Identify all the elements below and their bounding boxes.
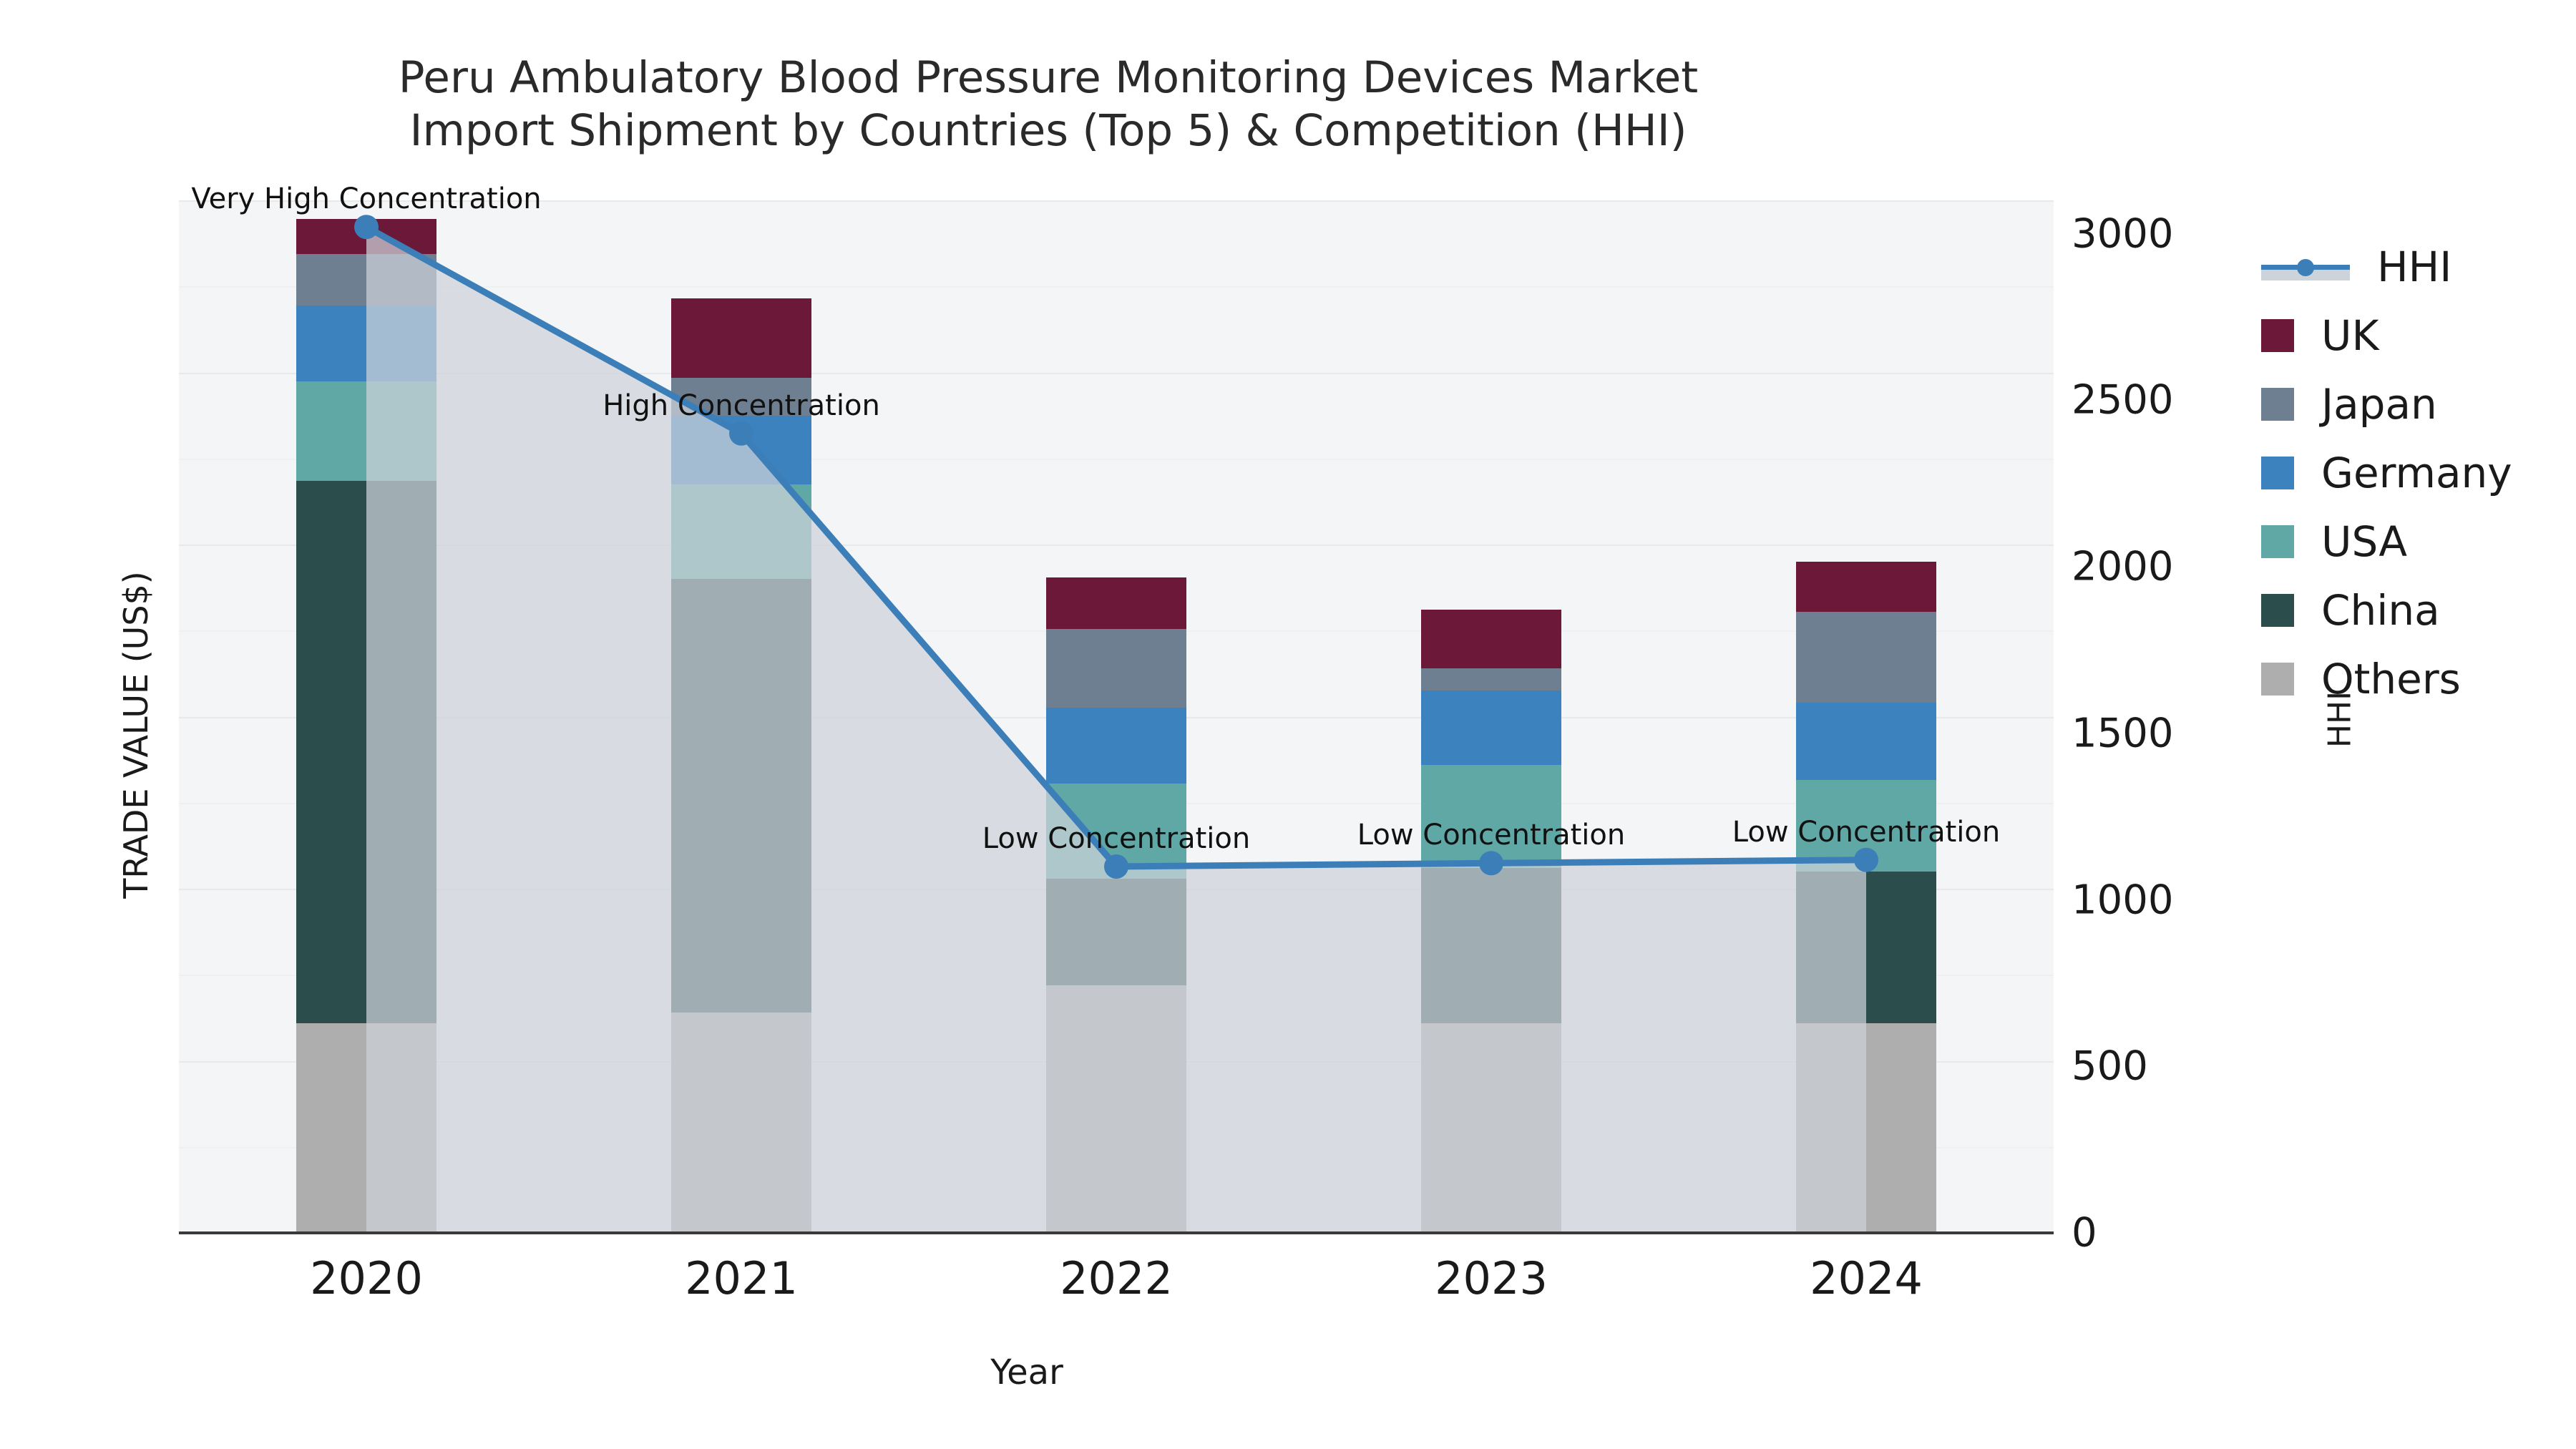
bar-segment-uk-2022[interactable] [1046, 577, 1186, 629]
bar-segment-usa-2023[interactable] [1421, 764, 1561, 869]
x-tick-2022: 2022 [1060, 1252, 1173, 1304]
y-tick-right-500: 500 [2072, 1043, 2148, 1090]
y-tick-right-0: 0 [2072, 1209, 2097, 1257]
annotation-2023: Low Concentration [1357, 819, 1626, 852]
annotation-2021: High Concentration [602, 389, 880, 422]
legend-swatch-usa [2261, 525, 2294, 558]
bar-segment-germany-2022[interactable] [1046, 708, 1186, 784]
y-tick-right-3000: 3000 [2072, 210, 2174, 258]
legend: HHI UK Japan Germany USA China Others [2261, 233, 2569, 713]
annotation-2024: Low Concentration [1732, 815, 2001, 849]
bar-segment-others-2024[interactable] [1796, 1023, 1936, 1233]
bar-2023[interactable] [1421, 610, 1561, 1233]
legend-label-china: China [2321, 586, 2440, 635]
bar-segment-japan-2023[interactable] [1421, 668, 1561, 691]
bar-segment-usa-2020[interactable] [296, 381, 436, 481]
bar-segment-japan-2024[interactable] [1796, 611, 1936, 703]
legend-item-others[interactable]: Others [2261, 645, 2569, 713]
y-tick-right-1000: 1000 [2072, 877, 2174, 924]
x-axis-label: Year [990, 1352, 1063, 1392]
bar-segment-china-2021[interactable] [671, 579, 811, 1013]
legend-swatch-uk [2261, 319, 2294, 352]
bar-segment-germany-2024[interactable] [1796, 703, 1936, 781]
bar-2024[interactable] [1796, 562, 1936, 1233]
gridline [179, 200, 2054, 202]
gridline [179, 372, 2054, 374]
legend-swatch-china [2261, 594, 2294, 627]
legend-item-china[interactable]: China [2261, 576, 2569, 645]
gridline [179, 545, 2054, 546]
legend-label-usa: USA [2321, 517, 2408, 566]
legend-point-icon [2297, 259, 2314, 276]
bar-segment-others-2020[interactable] [296, 1023, 436, 1233]
x-tick-2023: 2023 [1435, 1252, 1548, 1304]
bar-segment-others-2022[interactable] [1046, 985, 1186, 1233]
y-tick-right-2000: 2000 [2072, 543, 2174, 590]
bar-segment-germany-2021[interactable] [671, 415, 811, 484]
bar-segment-germany-2023[interactable] [1421, 691, 1561, 765]
annotation-2020: Very High Concentration [191, 182, 542, 216]
bar-2021[interactable] [671, 298, 811, 1233]
legend-swatch-others [2261, 663, 2294, 696]
bar-segment-germany-2020[interactable] [296, 305, 436, 381]
gridline [179, 286, 2054, 288]
annotation-2022: Low Concentration [982, 821, 1251, 855]
bar-segment-japan-2020[interactable] [296, 253, 436, 306]
legend-label-germany: Germany [2321, 449, 2512, 497]
y-axis-left-label: TRADE VALUE (US$) [117, 571, 155, 899]
legend-item-uk[interactable]: UK [2261, 301, 2569, 370]
bar-2020[interactable] [296, 219, 436, 1233]
bar-segment-usa-2021[interactable] [671, 484, 811, 580]
legend-label-japan: Japan [2321, 380, 2437, 429]
legend-item-germany[interactable]: Germany [2261, 439, 2569, 507]
bar-segment-uk-2023[interactable] [1421, 610, 1561, 669]
bar-segment-uk-2021[interactable] [671, 298, 811, 378]
bar-segment-china-2020[interactable] [296, 481, 436, 1023]
bar-segment-uk-2024[interactable] [1796, 562, 1936, 612]
bar-segment-others-2021[interactable] [671, 1013, 811, 1233]
y-tick-right-1500: 1500 [2072, 710, 2174, 757]
bar-2022[interactable] [1046, 577, 1186, 1233]
gridline [179, 458, 2054, 460]
legend-item-japan[interactable]: Japan [2261, 370, 2569, 439]
legend-label-hhi: HHI [2377, 243, 2452, 291]
legend-swatch-japan [2261, 388, 2294, 421]
x-axis-line [179, 1231, 2054, 1234]
legend-swatch-germany [2261, 457, 2294, 489]
chart-title-line-2: Import Shipment by Countries (Top 5) & C… [409, 105, 1687, 157]
x-tick-2020: 2020 [310, 1252, 423, 1304]
bar-segment-china-2024[interactable] [1796, 871, 1936, 1023]
legend-line-marker-icon [2261, 250, 2350, 283]
bar-segment-china-2023[interactable] [1421, 868, 1561, 1023]
y-tick-right-2500: 2500 [2072, 376, 2174, 424]
legend-label-others: Others [2321, 655, 2461, 703]
plot-area [179, 200, 2054, 1234]
bar-segment-uk-2020[interactable] [296, 219, 436, 254]
legend-label-uk: UK [2321, 311, 2379, 360]
chart-title: Peru Ambulatory Blood Pressure Monitorin… [0, 52, 2097, 158]
legend-item-usa[interactable]: USA [2261, 507, 2569, 576]
bar-segment-china-2022[interactable] [1046, 878, 1186, 985]
bar-segment-others-2023[interactable] [1421, 1023, 1561, 1233]
x-tick-2021: 2021 [685, 1252, 798, 1304]
x-tick-2024: 2024 [1810, 1252, 1923, 1304]
legend-item-hhi[interactable]: HHI [2261, 233, 2569, 301]
chart-title-line-1: Peru Ambulatory Blood Pressure Monitorin… [398, 52, 1699, 103]
bar-segment-japan-2022[interactable] [1046, 628, 1186, 708]
